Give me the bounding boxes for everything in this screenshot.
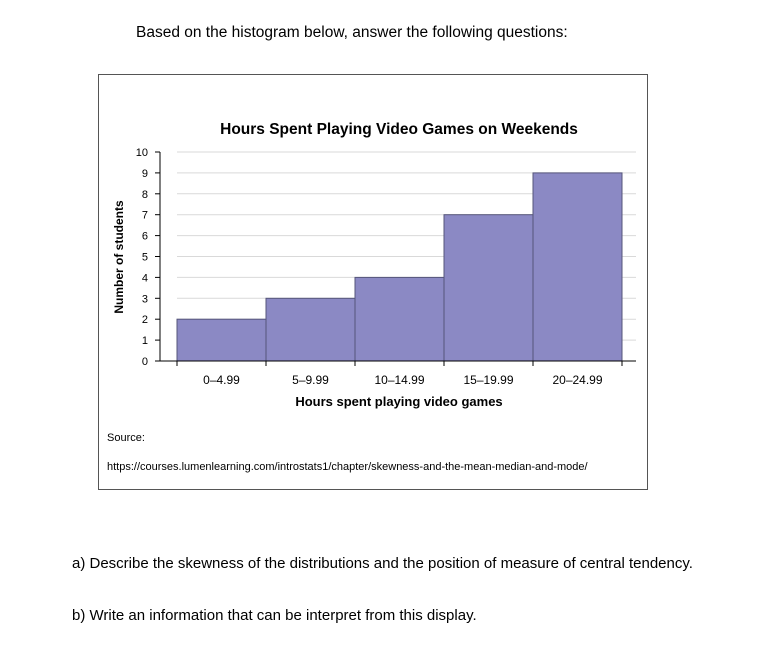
chart-title: Hours Spent Playing Video Games on Weeke… [220,121,578,138]
chart-frame: Hours Spent Playing Video Games on Weeke… [98,74,648,490]
y-tick-label: 2 [142,314,148,326]
source-url: https://courses.lumenlearning.com/intros… [107,461,588,473]
y-tick-label: 6 [142,231,148,243]
y-tick-label: 4 [142,272,148,284]
y-tick-label: 7 [142,210,148,222]
question-b: b) Write an information that can be inte… [72,607,477,624]
y-tick-label: 1 [142,335,148,347]
y-tick-label: 9 [142,168,148,180]
y-tick-label: 0 [142,356,148,368]
x-tick-label: 5–9.99 [292,373,329,387]
y-tick-label: 5 [142,252,148,264]
x-tick-label: 20–24.99 [552,373,602,387]
y-tick-label: 8 [142,189,148,201]
histogram-chart: Hours Spent Playing Video Games on Weeke… [112,121,636,409]
x-axis-label: Hours spent playing video games [295,394,502,409]
source-label: Source: [107,432,145,444]
histogram-bar [532,172,623,362]
x-tick-label: 0–4.99 [203,373,240,387]
histogram-bar [265,297,356,362]
y-tick-label: 3 [142,293,148,305]
question-a: a) Describe the skewness of the distribu… [72,555,693,572]
histogram-bar [176,318,267,362]
y-axis-label: Number of students [112,200,126,314]
histogram-bar [354,276,445,362]
x-tick-label: 10–14.99 [374,373,424,387]
histogram-bar [443,214,534,362]
intro-text: Based on the histogram below, answer the… [136,24,568,41]
x-tick-label: 15–19.99 [463,373,513,387]
y-tick-label: 10 [136,147,148,159]
